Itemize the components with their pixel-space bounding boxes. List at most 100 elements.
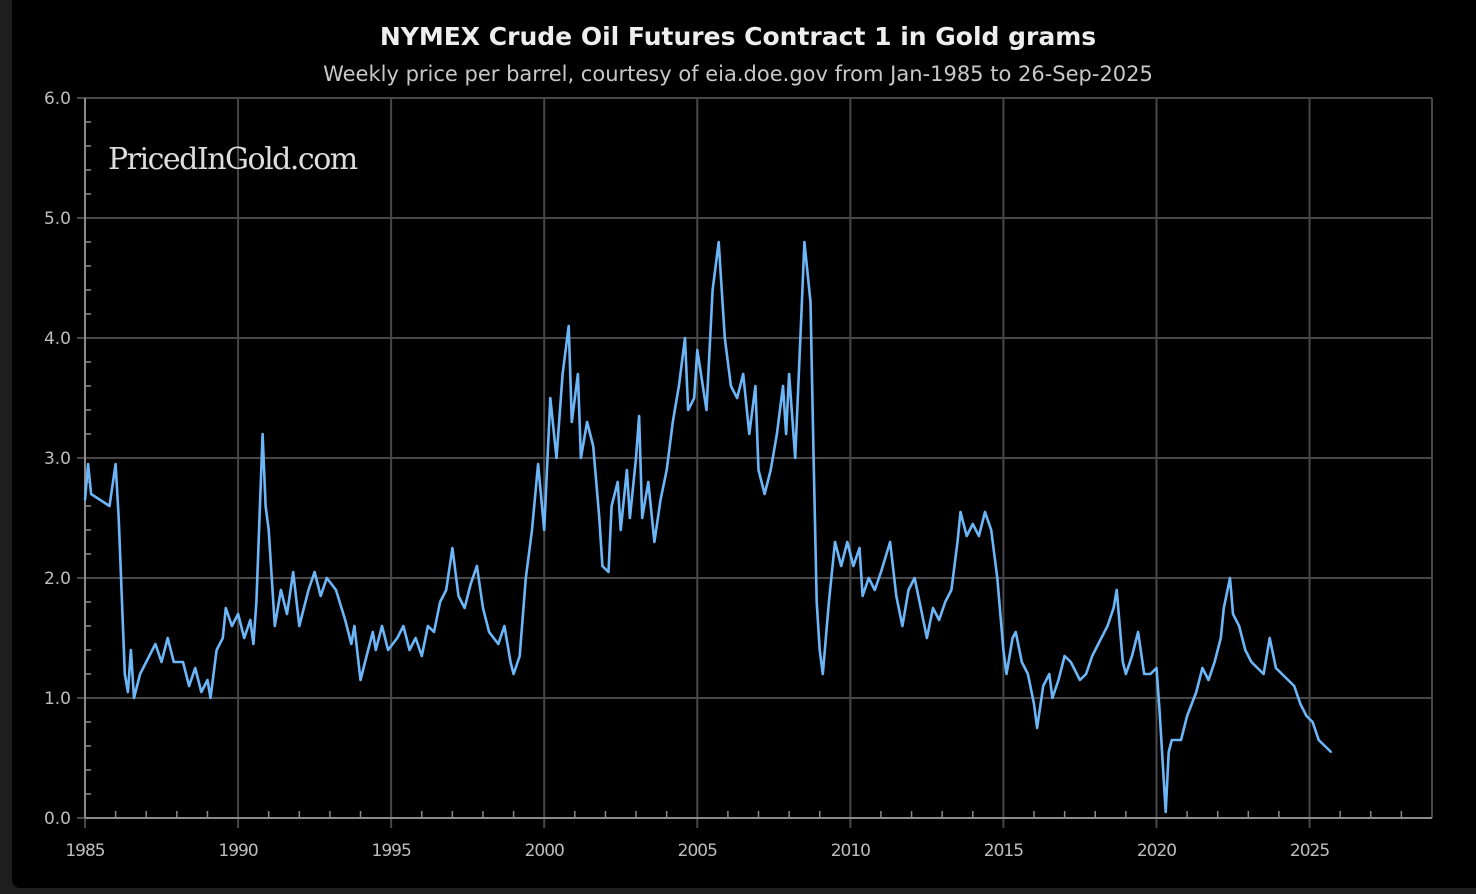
data-point [619, 529, 622, 531]
data-point [221, 637, 224, 639]
data-point [503, 625, 506, 627]
data-point [445, 589, 448, 591]
data-point [359, 679, 362, 681]
data-point [757, 469, 760, 471]
data-point [748, 433, 751, 435]
y-tick-label: 0.0 [44, 809, 71, 829]
data-point [215, 649, 218, 651]
data-point [1130, 655, 1133, 657]
data-point [879, 571, 882, 573]
data-point [794, 457, 797, 459]
data-point [567, 325, 570, 327]
data-point [530, 529, 533, 531]
data-point [344, 619, 347, 621]
data-point [1078, 679, 1081, 681]
data-point [488, 631, 491, 633]
data-point [931, 607, 934, 609]
x-tick-label: 1990 [218, 841, 257, 861]
data-point [1106, 625, 1109, 627]
data-point [971, 523, 974, 525]
data-point [977, 535, 980, 537]
data-point [1143, 673, 1146, 675]
data-point [286, 613, 289, 615]
data-point [815, 601, 818, 603]
x-tick-label: 2000 [525, 841, 564, 861]
data-point [693, 397, 696, 399]
data-point [252, 643, 255, 645]
data-point [1158, 709, 1161, 711]
x-tick-label: 2010 [831, 841, 870, 861]
x-tick-label: 2020 [1137, 841, 1176, 861]
data-point [834, 541, 837, 543]
data-point [1232, 613, 1235, 615]
data-point [1155, 667, 1158, 669]
data-point [350, 643, 353, 645]
data-point [1115, 589, 1118, 591]
data-point [858, 547, 861, 549]
data-point [1207, 679, 1210, 681]
data-point [1005, 673, 1008, 675]
data-point [1195, 691, 1198, 693]
data-point [129, 649, 132, 651]
data-point [1305, 715, 1308, 717]
data-point [1311, 721, 1314, 723]
data-point [1244, 649, 1247, 651]
data-point [852, 565, 855, 567]
data-point [1323, 745, 1326, 747]
data-point [420, 655, 423, 657]
data-point [279, 589, 282, 591]
data-point [705, 409, 708, 411]
data-point [625, 469, 628, 471]
data-point [659, 499, 662, 501]
data-point [1256, 667, 1259, 669]
data-point [396, 637, 399, 639]
data-point [687, 409, 690, 411]
data-point [1091, 655, 1094, 657]
data-point [509, 661, 512, 663]
data-point [249, 619, 252, 621]
data-point [1274, 667, 1277, 669]
data-point [1238, 625, 1241, 627]
y-tick-label: 2.0 [44, 569, 71, 589]
data-point [1219, 637, 1222, 639]
data-point [610, 505, 613, 507]
data-point [145, 661, 148, 663]
data-point [1011, 637, 1014, 639]
x-tick-label: 1995 [372, 841, 411, 861]
data-point [123, 673, 126, 675]
x-tick-label: 2005 [678, 841, 717, 861]
data-point [1149, 673, 1152, 675]
data-point [1057, 679, 1060, 681]
data-point [846, 541, 849, 543]
data-point [638, 415, 641, 417]
data-point [736, 397, 739, 399]
data-point [1036, 727, 1039, 729]
data-point [87, 463, 90, 465]
data-point [711, 289, 714, 291]
data-point [402, 625, 405, 627]
y-tick-label: 1.0 [44, 689, 71, 709]
data-point [1121, 661, 1124, 663]
data-point [132, 697, 135, 699]
data-point [99, 499, 102, 501]
data-point [889, 541, 892, 543]
data-point [579, 457, 582, 459]
data-point [414, 637, 417, 639]
data-point [763, 493, 766, 495]
data-point [907, 589, 910, 591]
data-point [181, 661, 184, 663]
data-point [387, 649, 390, 651]
data-point [1167, 751, 1170, 753]
data-point [586, 421, 589, 423]
data-point [938, 619, 941, 621]
data-point [944, 601, 947, 603]
data-point [1268, 637, 1271, 639]
data-point [803, 241, 806, 243]
data-point [1051, 697, 1054, 699]
x-tick-label: 2025 [1290, 841, 1329, 861]
data-point [635, 457, 638, 459]
data-point [821, 673, 824, 675]
data-point [570, 421, 573, 423]
data-point [307, 589, 310, 591]
data-point [166, 637, 169, 639]
